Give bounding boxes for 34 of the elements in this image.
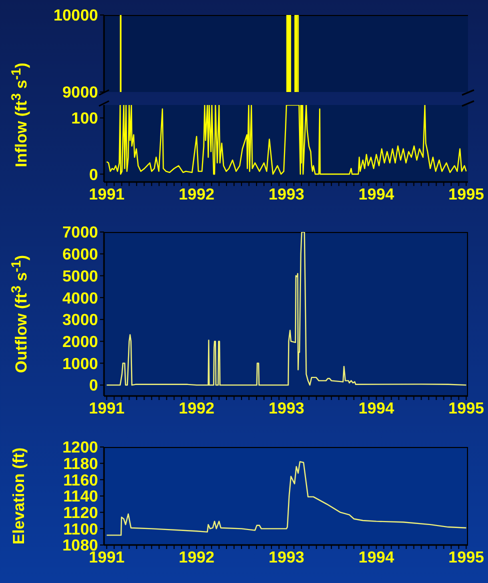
x-tick-label: 1995 [448, 186, 484, 204]
line-series [106, 461, 467, 536]
x-tick-label: 1995 [448, 549, 484, 566]
y-tick-label: 1100 [63, 521, 98, 538]
x-tick-label: 1994 [358, 400, 394, 418]
y-tick-label: 4000 [62, 290, 98, 308]
x-tick-label: 1993 [268, 549, 304, 566]
x-tick-label: 1994 [358, 549, 394, 566]
x-tick-label: 1993 [268, 186, 304, 204]
y-tick-label: 100 [71, 110, 98, 128]
y-axis-title: Elevation (ft) [11, 448, 29, 544]
y-tick-label: 1160 [63, 472, 98, 490]
y-tick-label: 2000 [62, 334, 98, 352]
y-tick-label: 1120 [63, 505, 98, 522]
y-tick-label: 0 [89, 378, 98, 395]
y-tick-label: 1000 [62, 356, 98, 373]
x-tick-label: 1994 [358, 186, 394, 204]
x-tick-label: 1991 [88, 400, 125, 418]
y-tick-label: 9000 [62, 84, 98, 102]
y-tick-label: 5000 [62, 268, 98, 286]
y-tick-label: 10000 [54, 8, 98, 25]
x-tick-label: 1995 [448, 400, 484, 418]
x-tick-label: 1993 [268, 400, 304, 418]
y-tick-label: 6000 [62, 246, 98, 264]
x-tick-label: 1992 [178, 400, 214, 418]
y-tick-label: 1140 [63, 488, 98, 506]
y-tick-label: 7000 [62, 224, 98, 242]
x-tick-label: 1991 [88, 186, 125, 204]
x-tick-label: 1992 [178, 186, 214, 204]
y-tick-label: 1180 [63, 456, 98, 474]
y-tick-label: 3000 [62, 312, 98, 330]
y-tick-label: 1200 [62, 440, 98, 457]
y-tick-label: 0 [89, 166, 98, 184]
x-tick-label: 1992 [178, 549, 214, 566]
